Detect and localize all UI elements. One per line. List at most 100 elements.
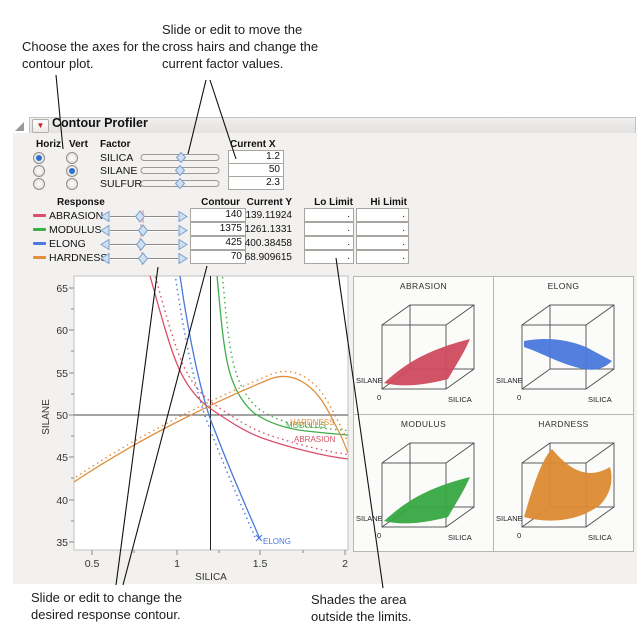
silane-factor-slider[interactable] [140, 165, 220, 176]
abrasion-surface [384, 339, 470, 386]
abrasion-current-y: 139.11924 [245, 210, 292, 221]
elong-end-marker [255, 534, 263, 542]
surface-y-label: SILANE [496, 376, 523, 385]
sulfur-current-x-input[interactable] [228, 176, 284, 190]
hardness-surface-plot: SILANE 0 SILICA [496, 442, 615, 542]
surface-title-hardness: HARDNESS [538, 419, 589, 429]
factor-name-sulfur: SULFUR [100, 178, 143, 190]
sulfur-factor-slider[interactable] [140, 178, 220, 189]
hardness-surface [524, 449, 612, 521]
surface-y-label: SILANE [496, 514, 523, 523]
surface-cell-abrasion[interactable]: ABRASION SILANE 0 SILICA [354, 277, 494, 415]
cube-wireframe [521, 304, 615, 390]
surface-y-label: SILANE [356, 514, 383, 523]
surface-origin-label: 0 [517, 393, 521, 402]
hardness-lo-limit-input[interactable] [304, 250, 354, 264]
svg-text:2: 2 [342, 558, 348, 570]
hardness-contour-slider[interactable] [100, 252, 188, 265]
annotation-move-crosshairs: Slide or edit to move the cross hairs an… [162, 22, 319, 71]
annotation-shades-limits: Shades the area outside the limits. [311, 592, 412, 624]
header-factor: Factor [100, 139, 131, 150]
hardness-hi-limit-input[interactable] [356, 250, 409, 264]
vert-radio-silane[interactable] [66, 165, 78, 177]
header-current-y: Current Y [246, 197, 292, 208]
elong-contour-slider[interactable] [100, 238, 188, 251]
vert-radio-silica[interactable] [66, 152, 78, 164]
surface-x-label: SILICA [448, 533, 472, 542]
vert-radio-sulfur[interactable] [66, 178, 78, 190]
abrasion-lo-limit-input[interactable] [304, 208, 354, 222]
surface-origin-label: 0 [377, 393, 381, 402]
modulus-hi-limit-input[interactable] [356, 222, 409, 236]
horiz-radio-silica[interactable] [33, 152, 45, 164]
header-vert: Vert [69, 139, 88, 150]
header-contour: Contour [201, 197, 240, 208]
surface-title-elong: ELONG [547, 281, 580, 291]
hardness-contour-input[interactable] [190, 250, 246, 264]
horiz-radio-sulfur[interactable] [33, 178, 45, 190]
modulus-color-swatch [33, 228, 46, 231]
hardness-current-y: 68.909615 [244, 252, 292, 263]
surface-cell-modulus[interactable]: MODULUS SILANE 0 SILICA [354, 415, 494, 552]
elong-color-swatch [33, 242, 46, 245]
header-hi-limit: Hi Limit [370, 197, 407, 208]
surface-x-label: SILICA [588, 533, 612, 542]
abrasion-contour-slider[interactable] [100, 210, 188, 223]
y-tick-labels: 65 60 55 50 45 40 35 [56, 283, 68, 549]
silica-current-x-input[interactable] [228, 150, 284, 164]
elong-surface-plot: SILANE 0 SILICA [496, 304, 615, 404]
modulus-contour-curve [216, 276, 348, 436]
elong-surface [524, 339, 612, 370]
svg-text:50: 50 [56, 410, 68, 422]
horiz-radio-silane[interactable] [33, 165, 45, 177]
surface-plot-grid: ABRASION SILANE 0 SILICA ELONG [353, 276, 634, 552]
svg-text:45: 45 [56, 452, 68, 464]
surface-title-modulus: MODULUS [400, 419, 447, 429]
modulus-contour-slider[interactable] [100, 224, 188, 237]
elong-hi-limit-input[interactable] [356, 236, 409, 250]
response-name-abrasion: ABRASION [49, 210, 104, 222]
svg-text:65: 65 [56, 283, 68, 295]
disclosure-triangle-icon[interactable] [15, 119, 25, 137]
silica-factor-slider[interactable] [140, 152, 220, 163]
abrasion-hi-limit-input[interactable] [356, 208, 409, 222]
modulus-contour-input[interactable] [190, 222, 246, 236]
surface-title-abrasion: ABRASION [399, 281, 448, 291]
surface-cell-elong[interactable]: ELONG SILANE 0 SILICA [494, 277, 633, 415]
svg-text:1.5: 1.5 [253, 558, 268, 570]
surface-cell-hardness[interactable]: HARDNESS SILANE 0 SILICA [494, 415, 633, 552]
red-triangle-menu-icon[interactable]: ▼ [32, 119, 49, 133]
surface-y-label: SILANE [356, 376, 383, 385]
silane-current-x-input[interactable] [228, 163, 284, 177]
factor-name-silane: SILANE [100, 165, 138, 177]
surface-x-label: SILICA [588, 395, 612, 404]
header-horiz: Horiz [36, 139, 61, 150]
modulus-surface [384, 477, 470, 524]
response-name-hardness: HARDNESS [49, 252, 108, 264]
svg-text:60: 60 [56, 325, 68, 337]
elong-contour-input[interactable] [190, 236, 246, 250]
factor-name-silica: SILICA [100, 152, 134, 164]
response-name-elong: ELONG [49, 238, 86, 250]
svg-text:55: 55 [56, 368, 68, 380]
x-tick-labels: 0.5 1 1.5 2 [85, 558, 348, 570]
y-axis-ticks [69, 287, 74, 543]
surface-origin-label: 0 [517, 531, 521, 540]
modulus-dotted-curve [221, 276, 348, 432]
abrasion-contour-input[interactable] [190, 208, 246, 222]
elong-curve-label: ELONG [263, 537, 291, 546]
annotation-choose-axes: Choose the axes for the contour plot. [22, 39, 161, 71]
abrasion-surface-plot: SILANE 0 SILICA [356, 304, 475, 404]
surface-origin-label: 0 [377, 531, 381, 540]
response-name-modulus: MODULUS [49, 224, 102, 236]
contour-plot[interactable]: 65 60 55 50 45 40 35 0.5 1 1.5 2 SILICA … [38, 272, 356, 584]
elong-lo-limit-input[interactable] [304, 236, 354, 250]
header-response: Response [57, 197, 105, 208]
elong-current-y: 400.38458 [244, 238, 292, 249]
modulus-surface-plot: SILANE 0 SILICA [356, 442, 475, 542]
x-axis-ticks [91, 550, 346, 555]
abrasion-curve-label: ABRASION [294, 435, 336, 444]
y-axis-label: SILANE [41, 399, 52, 435]
modulus-lo-limit-input[interactable] [304, 222, 354, 236]
